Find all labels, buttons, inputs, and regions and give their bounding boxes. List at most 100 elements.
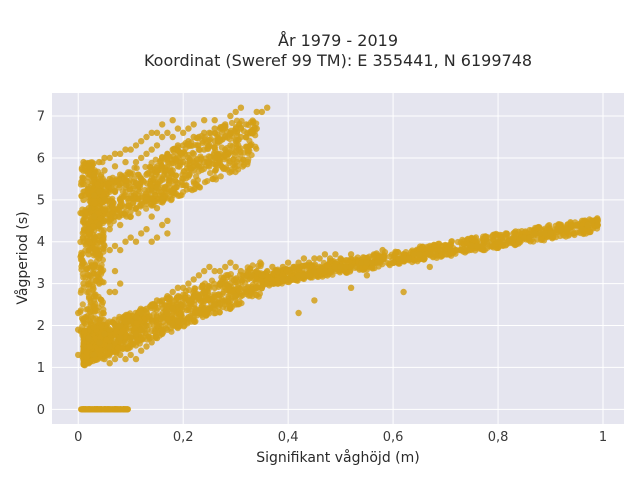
data-point <box>122 209 129 216</box>
data-point <box>101 154 108 162</box>
data-point <box>185 125 192 132</box>
data-point <box>459 236 466 243</box>
data-point <box>122 406 129 413</box>
data-point <box>159 121 166 128</box>
data-point <box>237 293 245 300</box>
data-point <box>557 232 564 240</box>
data-point <box>85 251 92 258</box>
data-point <box>140 334 147 341</box>
data-point <box>332 251 339 258</box>
data-point <box>153 129 161 136</box>
data-point <box>174 163 182 170</box>
data-point <box>100 306 107 313</box>
data-point <box>311 255 318 262</box>
data-point <box>175 296 182 303</box>
data-point <box>169 188 176 195</box>
data-point <box>211 154 218 162</box>
data-point <box>305 259 313 266</box>
data-point <box>379 255 386 262</box>
data-point <box>222 263 229 271</box>
data-point <box>127 234 134 241</box>
data-point <box>143 322 150 329</box>
data-point <box>243 288 250 296</box>
data-point <box>584 221 591 229</box>
data-point <box>191 285 198 292</box>
data-point <box>594 221 601 229</box>
data-point <box>227 142 234 149</box>
data-point <box>85 334 92 342</box>
data-point <box>80 158 87 166</box>
data-point <box>148 188 155 195</box>
data-point <box>196 184 204 191</box>
y-tick-label: 5 <box>37 193 45 208</box>
data-point <box>526 234 533 241</box>
data-point <box>111 242 119 250</box>
data-point <box>264 267 271 275</box>
data-point <box>421 255 428 262</box>
y-tick-label: 2 <box>37 319 45 334</box>
data-point <box>222 121 229 128</box>
data-point <box>363 272 371 279</box>
data-point <box>182 182 189 189</box>
data-point <box>536 224 543 232</box>
data-point <box>253 108 260 116</box>
data-point <box>215 291 222 298</box>
data-point <box>127 192 134 199</box>
data-point <box>206 263 213 271</box>
data-point <box>127 146 134 153</box>
data-point <box>77 289 84 296</box>
data-point <box>400 255 407 262</box>
data-point <box>216 301 224 308</box>
data-point <box>143 171 150 178</box>
data-point <box>83 266 90 273</box>
data-point <box>206 284 213 291</box>
y-axis-ticks: 0 1 2 3 4 5 6 7 <box>37 110 45 418</box>
y-tick-label: 3 <box>37 277 45 292</box>
data-point <box>169 167 176 174</box>
data-point <box>206 310 213 317</box>
y-tick-label: 4 <box>37 235 45 250</box>
data-point <box>117 221 124 229</box>
data-point <box>447 246 454 254</box>
data-point <box>122 238 129 245</box>
data-point <box>83 349 90 356</box>
data-point <box>279 271 286 278</box>
data-point <box>201 117 208 124</box>
data-point <box>96 280 103 287</box>
data-point <box>243 121 250 128</box>
data-point <box>216 150 224 157</box>
data-point <box>138 309 145 317</box>
data-point <box>122 318 129 325</box>
data-point <box>92 251 99 258</box>
data-point <box>79 230 86 237</box>
data-point <box>127 334 134 342</box>
data-point <box>311 297 318 304</box>
data-point <box>148 174 155 181</box>
data-point <box>269 263 276 271</box>
data-point <box>96 158 103 166</box>
data-point <box>253 267 260 275</box>
data-point <box>122 355 129 363</box>
data-point <box>442 251 449 258</box>
data-point <box>222 297 229 304</box>
data-point <box>90 324 97 331</box>
data-point <box>100 267 107 274</box>
data-point <box>505 238 512 245</box>
data-point <box>159 330 166 338</box>
data-point <box>80 343 87 350</box>
data-point <box>207 170 214 177</box>
data-point <box>169 305 176 312</box>
data-point <box>295 259 302 266</box>
data-point <box>111 355 119 363</box>
data-point <box>75 326 82 333</box>
data-point <box>197 298 204 305</box>
data-point <box>190 276 197 283</box>
data-point <box>153 184 161 191</box>
data-point <box>190 180 198 187</box>
data-point <box>111 163 119 170</box>
data-point <box>185 154 192 162</box>
data-point <box>494 232 501 239</box>
data-point <box>94 271 101 278</box>
data-point <box>122 177 130 184</box>
data-point <box>172 155 179 163</box>
